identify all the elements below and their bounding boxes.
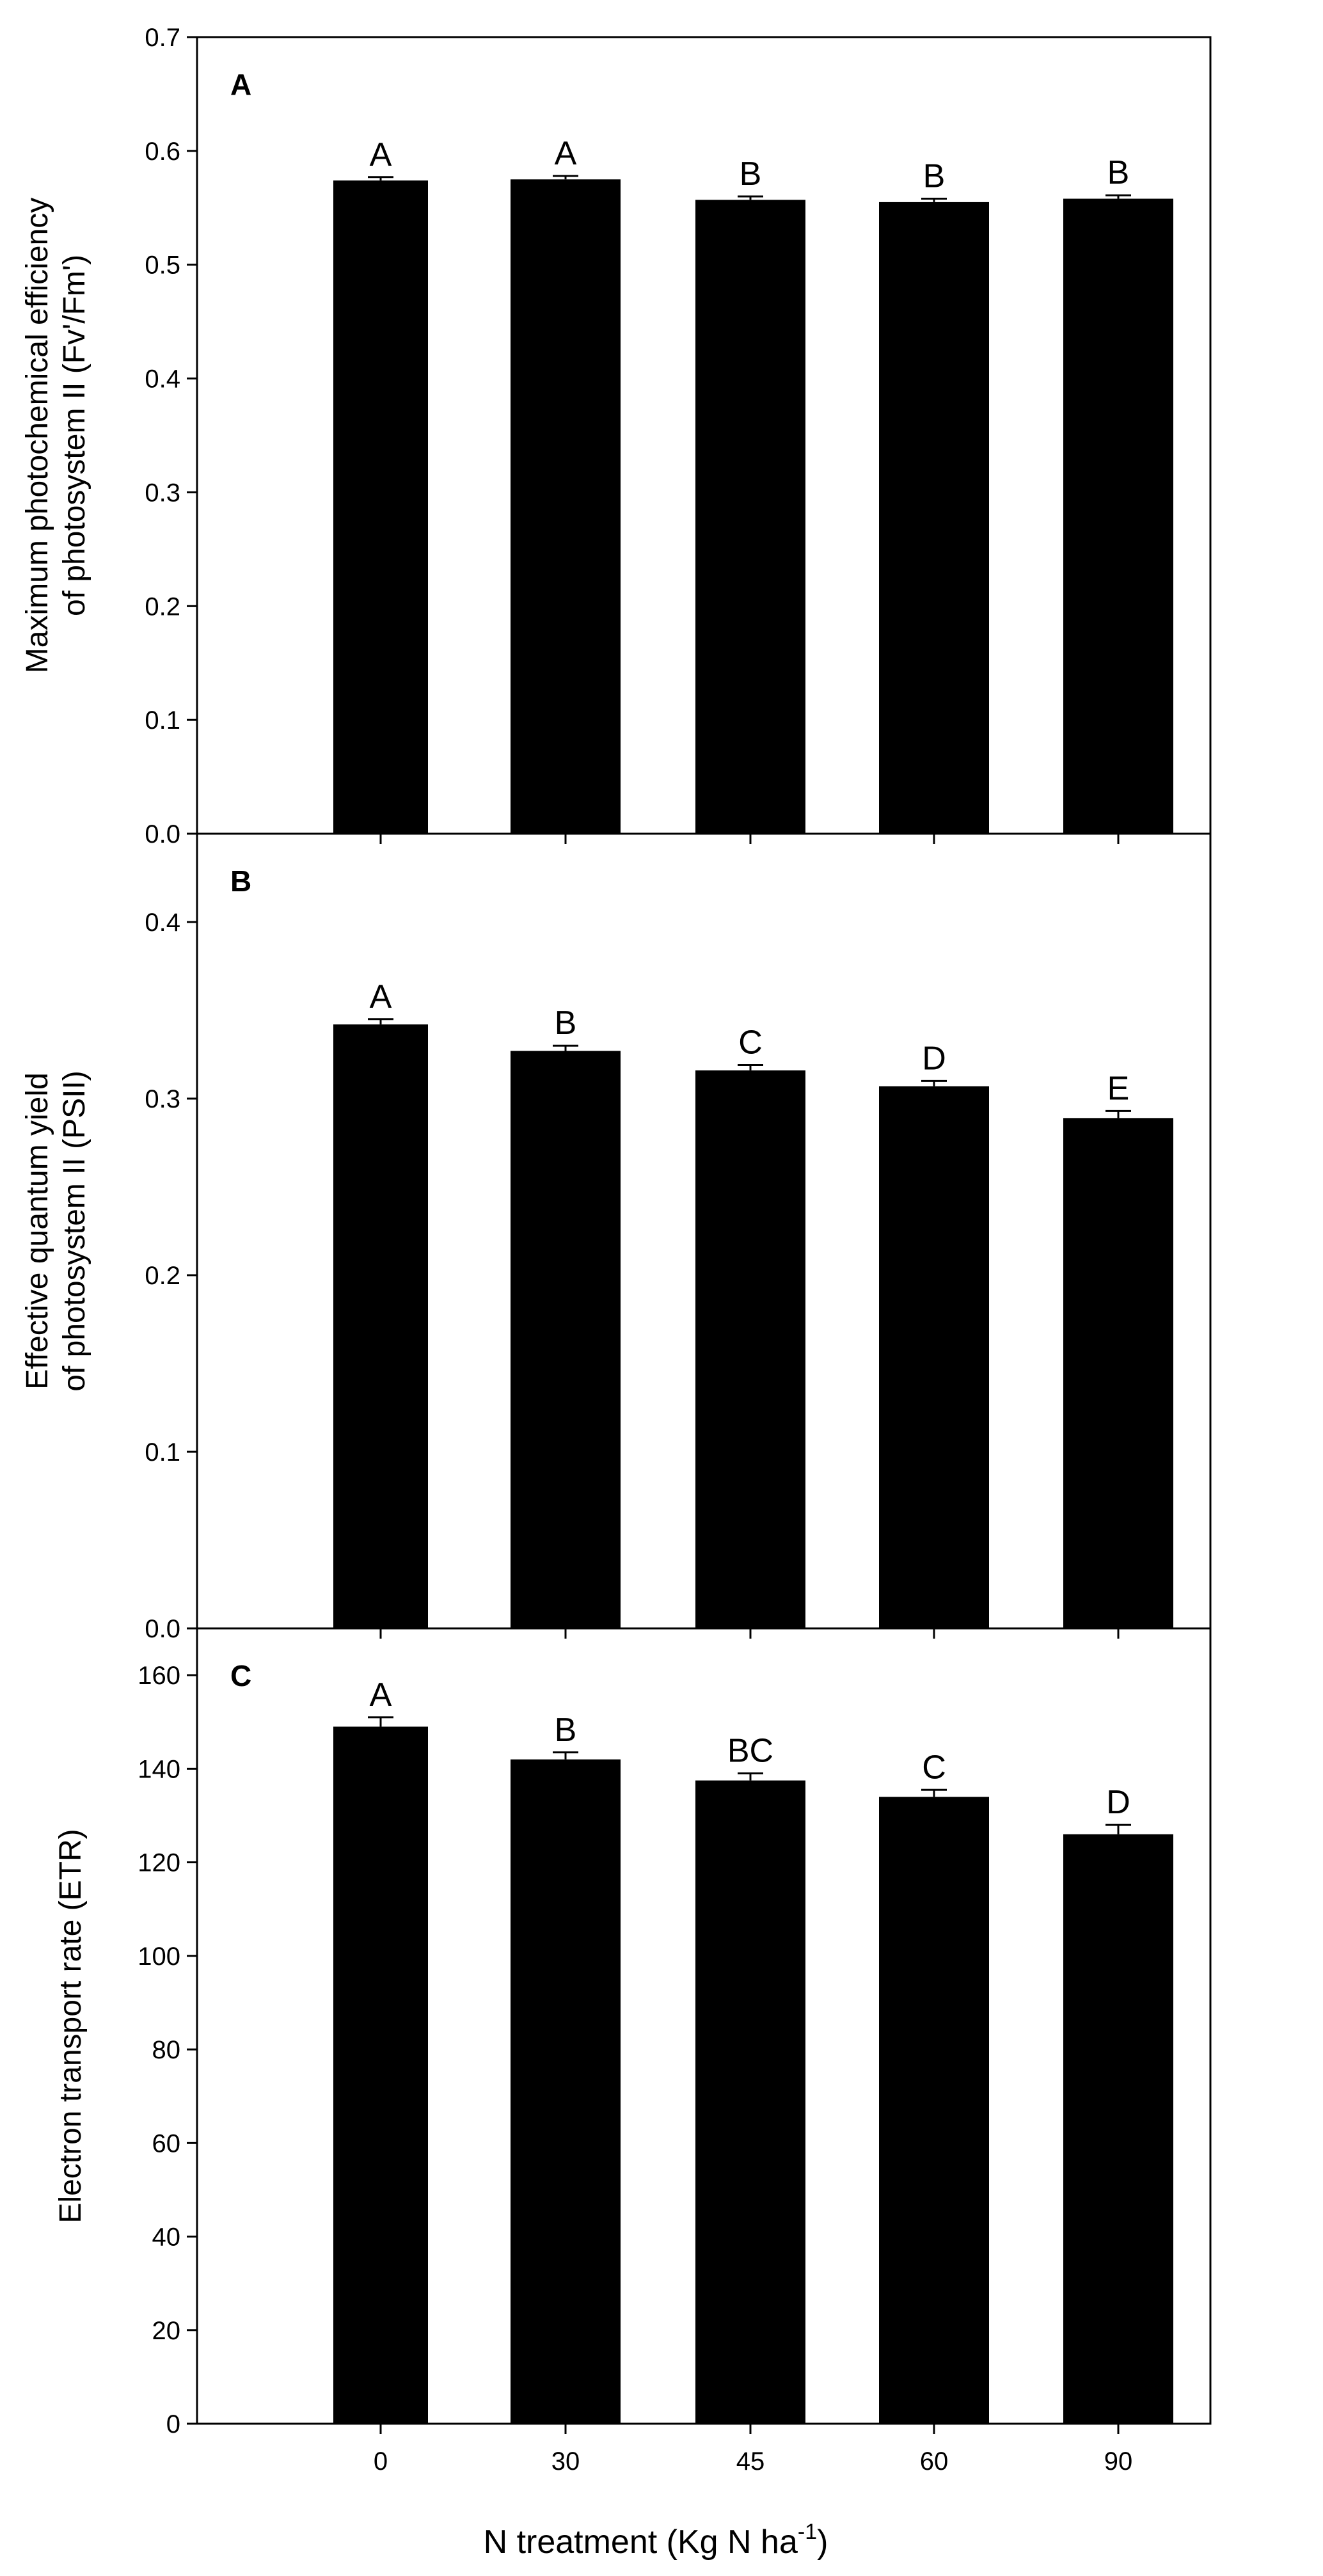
significance-letter: C — [922, 1749, 946, 1786]
significance-letter: B — [740, 155, 762, 193]
y-axis-label: Effective quantum yield — [20, 1072, 54, 1389]
bar — [1063, 198, 1173, 834]
y-tick-label: 120 — [138, 1849, 180, 1877]
y-tick-label: 0.3 — [145, 1085, 180, 1113]
significance-letter: A — [370, 978, 392, 1015]
y-tick-label: 40 — [152, 2223, 181, 2252]
bar — [333, 1024, 428, 1628]
bar — [695, 1780, 805, 2424]
y-tick-label: 100 — [138, 1943, 180, 1971]
y-tick-label: 160 — [138, 1662, 180, 1690]
significance-letter: B — [1107, 154, 1130, 191]
y-tick-label: 0.2 — [145, 592, 180, 621]
y-tick-label: 0.0 — [145, 820, 180, 848]
y-tick-label: 0.3 — [145, 479, 180, 507]
y-tick-label: 0.4 — [145, 365, 180, 394]
x-tick-label: 90 — [1104, 2447, 1133, 2476]
x-tick-label: 30 — [551, 2447, 580, 2476]
y-tick-label: 0.1 — [145, 706, 180, 735]
shared-x-axis: 0 30 45 60 90 — [374, 2447, 1132, 2476]
y-tick-label: 0.5 — [145, 251, 180, 280]
y-tick-label: 0.7 — [145, 24, 180, 52]
y-tick-label: 0.2 — [145, 1262, 180, 1290]
y-tick-label: 0 — [166, 2410, 180, 2438]
bar — [879, 1797, 989, 2424]
x-tick-label: 60 — [920, 2447, 949, 2476]
y-axis-label: of photosystem II (PSII) — [58, 1070, 91, 1392]
significance-letter: D — [1106, 1784, 1130, 1821]
significance-letter: C — [738, 1024, 763, 1061]
bar — [879, 202, 989, 834]
significance-letter: E — [1107, 1070, 1130, 1107]
y-tick-label: 0.6 — [145, 138, 180, 166]
significance-letter: BC — [727, 1733, 773, 1770]
significance-letter: A — [370, 1676, 392, 1713]
significance-letter: B — [555, 1005, 577, 1042]
x-axis-label: N treatment (Kg N ha-1) — [484, 2520, 828, 2561]
bar — [511, 1051, 621, 1628]
y-tick-label: 0.1 — [145, 1438, 180, 1467]
y-axis-label: Electron transport rate (ETR) — [54, 1829, 88, 2223]
panel-letter: A — [230, 68, 251, 101]
y-tick-label: 60 — [152, 2129, 181, 2158]
panel-letter: C — [230, 1659, 251, 1692]
bar — [1063, 1118, 1173, 1628]
y-axis-label: Maximum photochemical efficiency — [20, 198, 54, 673]
y-axis-label: of photosystem II (Fv'/Fm') — [58, 255, 91, 616]
bar — [879, 1086, 989, 1628]
bar — [1063, 1834, 1173, 2424]
significance-letter: D — [922, 1040, 946, 1077]
panel-B: 0.0 0.1 0.2 0.3 0.4 Effective quantum yield of… — [20, 832, 1212, 1643]
bar — [511, 179, 621, 834]
panels: 0.0 0.1 0.2 0.3 0.4 0.5 0.6 0.7 Maximum photoche… — [20, 24, 1212, 2438]
x-axis-label-close: ) — [817, 2524, 828, 2561]
y-tick-label: 20 — [152, 2317, 181, 2345]
bar — [333, 1726, 428, 2424]
panel-A: 0.0 0.1 0.2 0.3 0.4 0.5 0.6 0.7 Maximum photoche… — [20, 24, 1212, 848]
y-tick-label: 0.4 — [145, 909, 180, 937]
bar — [333, 180, 428, 834]
panel-letter: B — [230, 864, 251, 898]
bar — [695, 200, 805, 834]
x-tick-label: 45 — [736, 2447, 765, 2476]
y-tick-label: 0.0 — [145, 1615, 180, 1643]
x-tick-label: 0 — [374, 2447, 388, 2476]
significance-letter: A — [555, 135, 577, 172]
x-axis-label-sup: -1 — [798, 2520, 817, 2544]
significance-letter: B — [555, 1712, 577, 1749]
significance-letter: B — [923, 158, 946, 195]
panel-C: 0 20 40 60 80 100 120 140 160 Electron transport … — [54, 1627, 1212, 2438]
x-axis-label-main: N treatment (Kg N ha — [484, 2524, 798, 2561]
y-tick-label: 80 — [152, 2036, 181, 2064]
significance-letter: A — [370, 136, 392, 173]
bar — [511, 1759, 621, 2424]
y-tick-label: 140 — [138, 1755, 180, 1783]
bar — [695, 1070, 805, 1628]
